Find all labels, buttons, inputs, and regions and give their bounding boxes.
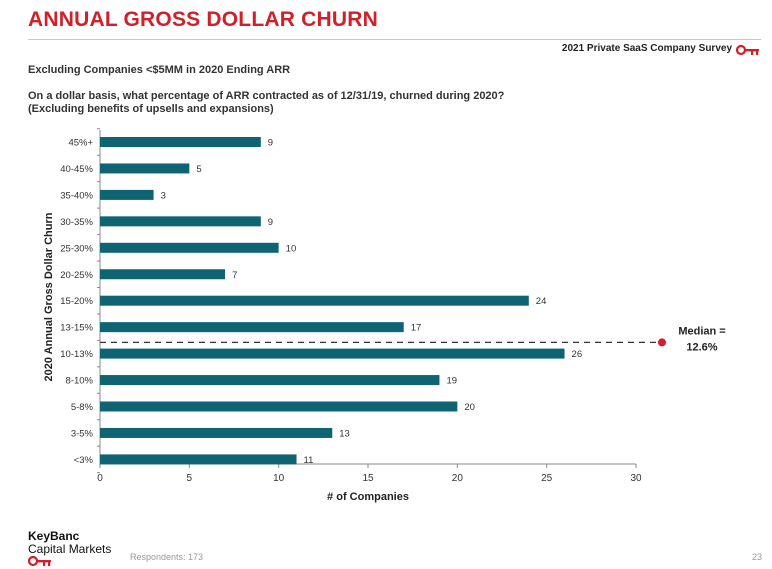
data-label: 17 <box>411 323 422 334</box>
x-tick-label: 5 <box>187 473 193 484</box>
y-tick-label: 13-15% <box>60 323 93 334</box>
bar <box>100 401 458 412</box>
bar <box>100 348 565 359</box>
x-tick-label: 20 <box>452 473 464 484</box>
y-tick-label: 3-5% <box>71 428 94 439</box>
y-tick-label: 10-13% <box>60 349 93 360</box>
y-tick-label: 8-10% <box>66 376 94 387</box>
chart-subtitle: Excluding Companies <$5MM in 2020 Ending… <box>28 64 291 76</box>
y-tick-label: 35-40% <box>60 190 93 201</box>
brand-subname: Capital Markets <box>28 542 112 556</box>
x-axis-title: # of Companies <box>327 491 409 503</box>
median-label: Median = <box>678 325 725 337</box>
x-tick-label: 25 <box>541 473 553 484</box>
respondents-note: Respondents: 173 <box>130 552 204 562</box>
x-tick-label: 10 <box>273 473 285 484</box>
bar <box>100 295 529 306</box>
y-tick-label: <3% <box>74 455 94 466</box>
y-tick-label: 40-45% <box>60 164 93 175</box>
data-label: 3 <box>161 190 166 201</box>
bar <box>100 137 261 147</box>
median-value: 12.6% <box>686 341 717 353</box>
y-tick-label: 15-20% <box>60 296 93 307</box>
y-tick-label: 30-35% <box>60 217 93 228</box>
data-label: 10 <box>286 243 297 254</box>
y-tick-label: 45%+ <box>68 138 93 149</box>
data-label: 13 <box>339 428 350 439</box>
data-label: 11 <box>304 455 314 466</box>
x-tick-label: 30 <box>630 473 642 484</box>
data-label: 19 <box>446 376 457 387</box>
survey-question: On a dollar basis, what percentage of AR… <box>28 90 504 116</box>
data-label: 9 <box>268 138 273 149</box>
key-icon <box>736 44 759 56</box>
bar <box>100 216 261 227</box>
bar <box>100 242 279 253</box>
y-tick-label: 20-25% <box>60 270 93 281</box>
data-label: 24 <box>536 296 547 307</box>
title-divider <box>28 39 761 40</box>
bar <box>100 189 154 200</box>
x-tick-label: 15 <box>362 473 374 484</box>
bar <box>100 269 226 280</box>
bar <box>100 163 190 174</box>
survey-label: 2021 Private SaaS Company Survey <box>561 43 732 54</box>
data-label: 7 <box>232 270 237 281</box>
page-title: ANNUAL GROSS DOLLAR CHURN <box>28 8 378 31</box>
y-tick-label: 25-30% <box>60 243 93 254</box>
data-label: 9 <box>268 217 273 228</box>
question-line-1: On a dollar basis, what percentage of AR… <box>28 90 505 102</box>
data-label: 26 <box>572 349 583 360</box>
y-tick-label: 5-8% <box>71 402 94 413</box>
y-axis-title: 2020 Annual Gross Dollar Churn <box>43 212 55 381</box>
median-marker <box>658 338 666 347</box>
brand-name: KeyBanc <box>28 529 80 543</box>
key-icon <box>28 555 51 567</box>
data-label: 20 <box>464 402 475 413</box>
page-number: 23 <box>751 552 762 562</box>
bar <box>100 427 333 438</box>
question-line-2: (Excluding benefits of upsells and expan… <box>28 103 274 115</box>
bar <box>100 454 297 465</box>
data-label: 5 <box>196 164 201 175</box>
bar <box>100 322 404 333</box>
x-tick-label: 0 <box>97 473 103 484</box>
bar <box>100 375 440 386</box>
